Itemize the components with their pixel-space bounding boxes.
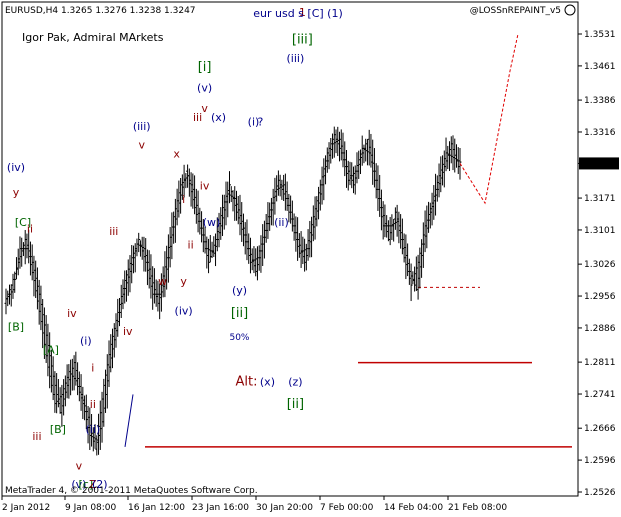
y-tick-label: 1.2886 [584, 324, 616, 334]
wave-label: v [138, 138, 145, 151]
wave-label: [i] [198, 60, 212, 75]
wave-label: ii [90, 398, 96, 411]
footer-label: MetaTrader 4, © 2001-2011 MetaQuotes Sof… [5, 486, 258, 496]
wave-label: iv [200, 179, 210, 192]
wave-label: y [180, 275, 187, 288]
wave-label: iv [67, 307, 77, 320]
y-tick-label: 1.2666 [584, 424, 616, 434]
wave-label: ii [27, 223, 33, 236]
x-tick-label: 9 Jan 08:00 [65, 503, 117, 513]
projection-path [459, 33, 519, 205]
wave-label: (iii) [133, 120, 151, 133]
x-axis: 2 Jan 2012 9 Jan 08:00 16 Jan 12:00 23 Jan … [1, 496, 507, 513]
wave-label: ii [188, 239, 194, 252]
wave-label: [ii] [287, 397, 304, 412]
wave-label: [iii] [292, 33, 313, 48]
wave-label: (ii) [274, 216, 289, 229]
wave-label: (v) [197, 81, 212, 94]
wave-label: (iii) [287, 52, 305, 65]
wave-label: (x) [211, 111, 226, 124]
x-tick-label: 23 Jan 16:00 [192, 503, 249, 513]
y-tick-label: 1.2526 [584, 488, 616, 498]
wave-label: w [158, 275, 167, 288]
wave-label: (w) [203, 216, 221, 229]
x-tick-label: 2 Jan 2012 [2, 503, 50, 513]
wave-label: [ii] [231, 306, 248, 321]
watermark-label: @LOSSnREPAINT_v5 [470, 6, 561, 16]
wave-label: [A] [43, 343, 59, 356]
wave-label: (iv) [175, 305, 193, 318]
wave-label: x [173, 148, 180, 161]
plot-frame [1, 1, 579, 497]
x-tick-label: 16 Jan 12:00 [128, 503, 185, 513]
smiley-icon [564, 4, 576, 16]
projection-layer [124, 33, 519, 447]
x-tick-label: 30 Jan 20:00 [256, 503, 313, 513]
wave-label: [B] [50, 423, 66, 436]
y-tick-label: 1.2956 [584, 292, 616, 302]
wave-label: iii [193, 111, 202, 124]
levels-layer [145, 286, 572, 448]
y-axis: 1.3531 1.3461 1.3386 1.3316 1.3247 1.3171 1.31… [578, 30, 619, 498]
wave-label: iii [32, 430, 41, 443]
current-price-box [579, 157, 619, 170]
wave-label: (v) [71, 478, 86, 491]
y-tick-label: 1.3461 [584, 62, 616, 72]
bars-layer [4, 126, 462, 456]
wave-label: i [91, 362, 94, 375]
wave-label: (i) [248, 116, 260, 129]
wave-label: (x) [260, 375, 275, 388]
y-tick-label: 1.2741 [584, 390, 616, 400]
y-tick-label: 1.2811 [584, 358, 616, 368]
author-label: Igor Pak, Admiral MArkets [22, 31, 164, 44]
wave-label: [B] [8, 321, 24, 334]
wave-label: [C] [15, 216, 31, 229]
wave-label: Z [89, 478, 97, 491]
y-tick-label: 1.3531 [584, 30, 616, 40]
wave-label: ? [258, 116, 264, 129]
current-price-label: 1.3247 [584, 159, 616, 169]
wave-label: v [76, 460, 83, 473]
wave-label: (i) [80, 334, 92, 347]
wave-label: i [182, 193, 185, 206]
wave-label: Alt: [236, 374, 258, 389]
wave-label: (z) [288, 375, 302, 388]
x-tick-label: 14 Feb 04:00 [384, 503, 443, 513]
wave-label: 1 [299, 6, 306, 19]
wave-label: (2) [92, 478, 108, 491]
x-tick-label: 21 Feb 08:00 [448, 503, 507, 513]
symbol-info: EURUSD,H4 1.3265 1.3276 1.3238 1.3247 [5, 6, 196, 16]
wave-label: [c] [79, 478, 94, 491]
wave-label: (iv) [7, 161, 25, 174]
wave-guide-line [124, 394, 134, 447]
wave-label: y [13, 186, 20, 199]
y-tick-label: 1.3026 [584, 260, 616, 270]
wave-label: (ii) [85, 423, 100, 436]
y-tick-label: 1.3171 [584, 194, 616, 204]
y-tick-label: 1.3386 [584, 96, 616, 106]
y-tick-label: 1.3316 [584, 128, 616, 138]
wave-label: (y) [232, 284, 247, 297]
y-tick-label: 1.3101 [584, 226, 616, 236]
y-tick-label: 1.2596 [584, 456, 616, 466]
x-tick-label: 7 Feb 00:00 [320, 503, 374, 513]
chart-title: eur usd s [C] (1) [253, 7, 343, 20]
wave-label: 50% [229, 333, 249, 343]
wave-label: iv [123, 325, 133, 338]
wave-label: iii [109, 225, 118, 238]
wave-label: v [201, 102, 208, 115]
